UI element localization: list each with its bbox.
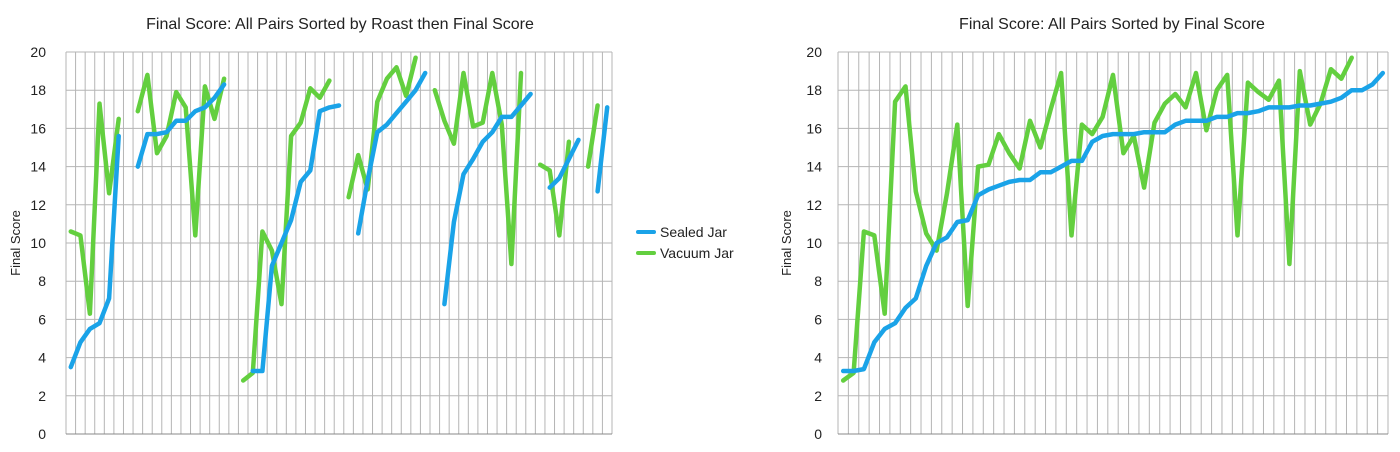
y-tick-label: 10	[806, 235, 822, 251]
series-line-sealed-jar	[68, 133, 121, 370]
y-tick-label: 4	[38, 350, 46, 366]
chart-sorted-by-final-score: Final Score: All Pairs Sorted by Final S…	[779, 16, 1389, 442]
series-line-vacuum-jar	[585, 103, 600, 169]
y-tick-label: 20	[806, 44, 822, 60]
y-tick-labels: 0 2 4 6 8 10 12 14 16 18 20	[30, 44, 46, 442]
series-line-vacuum-jar	[432, 70, 524, 267]
series-lines	[68, 55, 610, 383]
grid	[65, 51, 613, 435]
legend-label-vacuum-jar: Vacuum Jar	[660, 245, 734, 261]
series-line-sealed-jar	[355, 70, 428, 236]
y-tick-label: 18	[30, 82, 46, 98]
y-tick-label: 4	[814, 350, 822, 366]
y-tick-label: 10	[30, 235, 46, 251]
series-line-sealed-jar	[442, 91, 533, 307]
y-tick-label: 6	[38, 311, 46, 327]
y-axis-label: Final Score	[8, 210, 23, 276]
y-tick-label: 6	[814, 311, 822, 327]
series-line-vacuum-jar	[240, 78, 332, 383]
y-tick-label: 2	[814, 388, 822, 404]
series-line-vacuum-jar	[840, 55, 1354, 383]
series-lines	[840, 55, 1386, 383]
series-line-sealed-jar	[840, 70, 1386, 374]
legend-item-sealed-jar: Sealed Jar	[636, 224, 727, 240]
series-line-sealed-jar	[547, 137, 581, 190]
y-tick-label: 12	[30, 197, 46, 213]
y-tick-label: 12	[806, 197, 822, 213]
chart-sorted-by-roast: Final Score: All Pairs Sorted by Roast t…	[8, 16, 613, 442]
y-tick-label: 8	[38, 273, 46, 289]
series-line-vacuum-jar	[537, 139, 572, 238]
legend: Sealed Jar Vacuum Jar	[636, 224, 734, 261]
legend-item-vacuum-jar: Vacuum Jar	[636, 245, 734, 261]
y-tick-labels: 0 2 4 6 8 10 12 14 16 18 20	[806, 44, 822, 442]
y-tick-label: 16	[806, 120, 822, 136]
series-line-sealed-jar	[250, 103, 342, 374]
y-tick-label: 16	[30, 120, 46, 136]
y-tick-label: 0	[38, 426, 46, 442]
legend-label-sealed-jar: Sealed Jar	[660, 224, 727, 240]
y-tick-label: 8	[814, 273, 822, 289]
series-line-sealed-jar	[595, 105, 610, 194]
chart-title: Final Score: All Pairs Sorted by Roast t…	[146, 16, 534, 33]
series-line-vacuum-jar	[346, 55, 418, 200]
y-tick-label: 2	[38, 388, 46, 404]
y-axis-label: Final Score	[779, 210, 794, 276]
chart-title: Final Score: All Pairs Sorted by Final S…	[959, 16, 1265, 33]
y-tick-label: 20	[30, 44, 46, 60]
y-tick-label: 14	[30, 159, 46, 175]
y-tick-label: 18	[806, 82, 822, 98]
y-tick-label: 14	[806, 159, 822, 175]
y-tick-label: 0	[814, 426, 822, 442]
series-line-sealed-jar	[135, 82, 227, 169]
series-line-vacuum-jar	[68, 101, 121, 316]
